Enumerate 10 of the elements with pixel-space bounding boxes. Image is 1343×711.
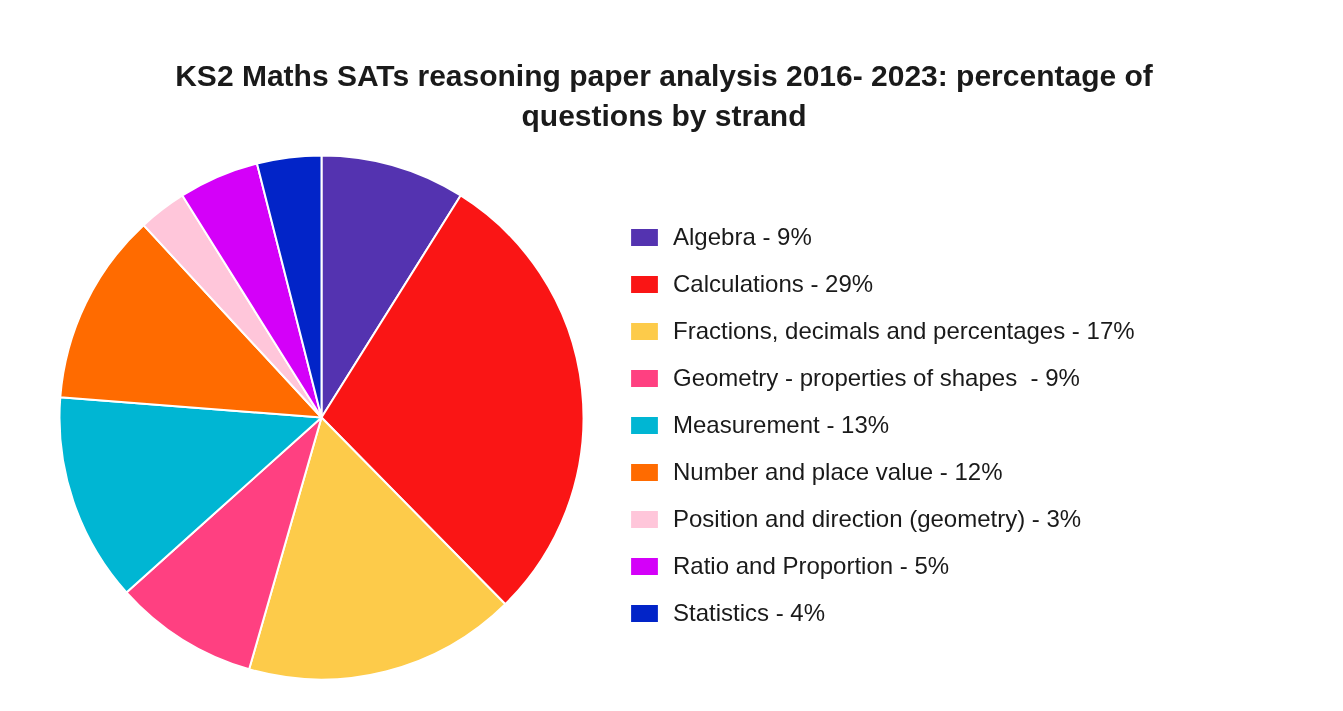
chart-title: KS2 Maths SATs reasoning paper analysis 2016- 2023: percentage of questions by strand [175, 59, 1154, 132]
legend-label: Geometry - properties of shapes - 9% [673, 364, 1080, 392]
legend-label: Fractions, decimals and percentages - 17% [673, 317, 1135, 345]
legend-label: Statistics - 4% [673, 599, 826, 627]
legend-label: Measurement - 13% [673, 411, 890, 439]
legend-label: Calculations - 29% [673, 270, 874, 298]
legend-label: Ratio and Proportion - 5% [673, 552, 950, 580]
legend-label: Number and place value - 12% [673, 458, 1003, 486]
legend-label: Position and direction (geometry) - 3% [673, 505, 1082, 533]
legend-label: Algebra - 9% [673, 223, 812, 251]
